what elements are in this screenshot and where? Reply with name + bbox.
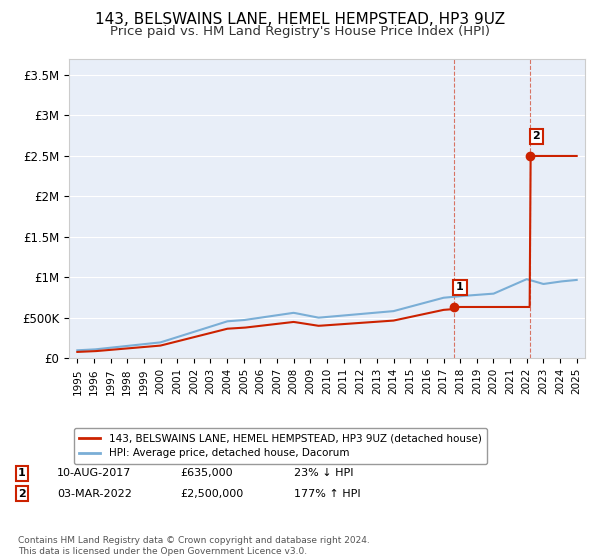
- Legend: 143, BELSWAINS LANE, HEMEL HEMPSTEAD, HP3 9UZ (detached house), HPI: Average pri: 143, BELSWAINS LANE, HEMEL HEMPSTEAD, HP…: [74, 428, 487, 464]
- Text: 03-MAR-2022: 03-MAR-2022: [57, 489, 132, 499]
- Text: 2: 2: [533, 132, 541, 141]
- Text: Contains HM Land Registry data © Crown copyright and database right 2024.
This d: Contains HM Land Registry data © Crown c…: [18, 536, 370, 556]
- Text: 2: 2: [18, 489, 26, 499]
- Text: Price paid vs. HM Land Registry's House Price Index (HPI): Price paid vs. HM Land Registry's House …: [110, 25, 490, 38]
- Text: £635,000: £635,000: [180, 468, 233, 478]
- Text: 1: 1: [18, 468, 26, 478]
- Text: 10-AUG-2017: 10-AUG-2017: [57, 468, 131, 478]
- Text: 23% ↓ HPI: 23% ↓ HPI: [294, 468, 353, 478]
- Text: £2,500,000: £2,500,000: [180, 489, 243, 499]
- Text: 143, BELSWAINS LANE, HEMEL HEMPSTEAD, HP3 9UZ: 143, BELSWAINS LANE, HEMEL HEMPSTEAD, HP…: [95, 12, 505, 27]
- Text: 177% ↑ HPI: 177% ↑ HPI: [294, 489, 361, 499]
- Text: 1: 1: [456, 282, 464, 292]
